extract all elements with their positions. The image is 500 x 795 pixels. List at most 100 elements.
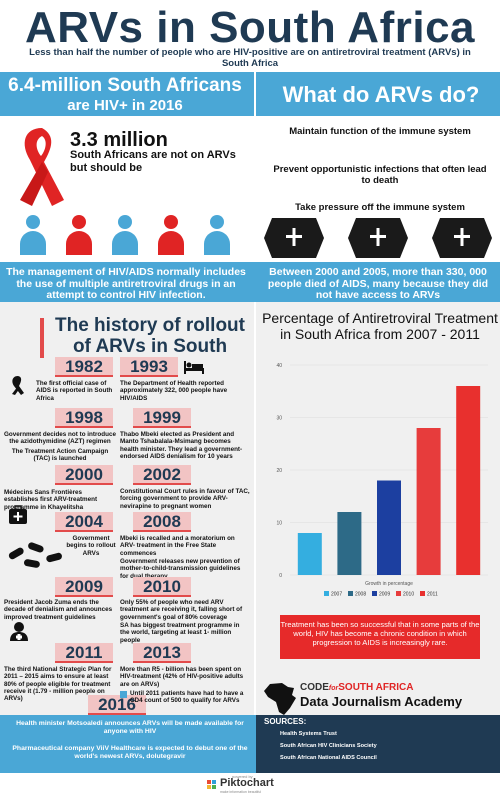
bar [337, 512, 362, 575]
person-icon [202, 215, 232, 255]
person-icon [156, 215, 186, 255]
context-banner: The management of HIV/AIDS normally incl… [0, 262, 500, 302]
y-tick-label: 10 [276, 521, 282, 527]
legend-swatch [348, 591, 353, 596]
success-callout: Treatment has been so successful that in… [280, 615, 480, 659]
coffin-icon [264, 218, 324, 258]
legend-swatch [324, 591, 329, 596]
year-label: 2008 [133, 512, 191, 532]
year-label: 2000 [55, 465, 113, 485]
legend-label: 2008 [355, 592, 366, 598]
brand-south-africa: SOUTH AFRICA [338, 682, 414, 693]
timeline-entry: Until 2011 patients have had to have a C… [130, 690, 244, 705]
arv-benefit: Maintain function of the immune system [289, 126, 471, 137]
bar [377, 480, 401, 575]
sources-panel [256, 715, 500, 773]
coffin-icons [264, 218, 492, 258]
x-axis-label: Growth in percentage [365, 581, 413, 587]
year-label: 1993 [120, 357, 178, 377]
legend-label: 2010 [403, 592, 414, 598]
powered-by-text: powered by [232, 774, 253, 779]
ribbon-icon [12, 376, 24, 395]
year-label: 1999 [133, 408, 191, 428]
pills-icon [8, 542, 62, 568]
brand-for: for [328, 685, 339, 692]
footer-note: Pharmaceutical company ViiV Healthcare i… [12, 745, 248, 760]
aids-deaths-note: Between 2000 and 2005, more than 330, 00… [267, 266, 489, 301]
not-on-arv-count: 3.3 million [70, 129, 168, 151]
piktochart-logo-icon [207, 780, 216, 789]
hiv-count-headline: 6.4-million South Africans [8, 75, 242, 96]
coffin-icon [348, 218, 408, 258]
footer-note: Health minister Motsoaledi announces ARV… [16, 720, 244, 735]
bullet-marker [120, 691, 127, 698]
source-item: South African HIV Clinicians Society [280, 743, 377, 749]
sources-heading: SOURCES: [264, 717, 307, 726]
legend-swatch [396, 591, 401, 596]
banner-divider [254, 72, 256, 116]
timeline-entry: The Treatment Action Campaign (TAC) is l… [11, 448, 109, 463]
person-icon [110, 215, 140, 255]
y-tick-label: 40 [276, 363, 282, 369]
legend-swatch [372, 591, 377, 596]
y-tick-label: 30 [276, 416, 282, 422]
legend-swatch [420, 591, 425, 596]
arv-question-heading: What do ARVs do? [282, 82, 480, 107]
brand-line: CODEforSOUTH AFRICA [300, 682, 413, 693]
chart-title: Percentage of Antiretroviral Treatment i… [262, 310, 498, 342]
year-label: 2010 [133, 577, 191, 597]
hiv-count-subline: are HIV+ in 2016 [67, 97, 183, 114]
title-accent [40, 318, 44, 358]
arv-bar-chart: 0 10 20 30 40 Growth in percentage 2007 2008 200… [276, 363, 488, 598]
piktochart-brand: Piktochart [220, 777, 274, 789]
arv-management-note: The management of HIV/AIDS normally incl… [6, 266, 246, 301]
brand-code: CODE [300, 682, 329, 693]
legend-label: 2009 [379, 592, 390, 598]
not-on-arv-text: South Africans are not on ARVs but shoul… [70, 149, 236, 174]
page-title: ARVs in South Africa [24, 3, 476, 52]
hiv-stats-banner: 6.4-million South Africans are HIV+ in 2… [0, 72, 500, 116]
arv-benefit: Take pressure off the immune system [295, 202, 465, 213]
legend-label: 2011 [427, 592, 438, 598]
timeline-entry: Government decides not to introduce the … [4, 431, 116, 446]
year-label: 2004 [55, 512, 113, 532]
piktochart-footer [0, 773, 500, 795]
bar [297, 533, 322, 575]
bar [456, 386, 481, 575]
piktochart-tagline: make information beautiful [220, 790, 262, 794]
year-label: 2002 [133, 465, 191, 485]
year-label: 2011 [55, 643, 113, 663]
hospital-bed-icon [184, 361, 204, 374]
timeline-entry: Constitutional Court rules in favour of … [120, 488, 250, 510]
timeline-entry: President Jacob Zuma ends the decade of … [4, 599, 113, 621]
africa-map-icon [262, 682, 298, 721]
doctor-icon [10, 622, 28, 641]
arv-benefit: Prevent opportunistic infections that of… [273, 164, 487, 186]
timeline-entry: More than R5 - billion has been spent on… [120, 666, 244, 688]
bar [416, 428, 441, 575]
year-label: 2016 [88, 695, 146, 715]
timeline-entry: Government releases new prevention of mo… [120, 558, 241, 580]
coffin-icon [432, 218, 492, 258]
person-icon [18, 215, 48, 255]
page-subtitle: Less than half the number of people who … [29, 47, 471, 69]
timeline-entry: Government begins to rollout ARVs [66, 535, 116, 557]
timeline-entry: The first official case of AIDS is repor… [36, 380, 113, 402]
source-item: South African National AIDS Council [280, 755, 377, 761]
timeline-entry: Mbeki is recalled and a moratorium on AR… [120, 535, 235, 557]
year-label: 2009 [55, 577, 113, 597]
person-icon [64, 215, 94, 255]
y-tick-label: 20 [276, 468, 282, 474]
year-label: 1982 [55, 357, 113, 377]
timeline-entry: Only 55% of people who need ARV treatmen… [120, 599, 243, 621]
timeline-entry: Thabo Mbeki elected as President and Man… [120, 431, 243, 460]
aids-ribbon-icon [20, 128, 64, 206]
legend-label: 2007 [331, 592, 342, 598]
year-label: 2013 [133, 643, 191, 663]
timeline-entry: Médecins Sans Frontières establishes fir… [4, 489, 98, 511]
brand-academy: Data Journalism Academy [300, 694, 463, 709]
timeline-entry: The Department of Health reported approx… [120, 380, 228, 402]
timeline-entry: The third National Strategic Plan for 20… [4, 666, 112, 703]
section-divider [254, 302, 256, 715]
timeline-entry: SA has biggest treatment programme in th… [120, 622, 240, 644]
